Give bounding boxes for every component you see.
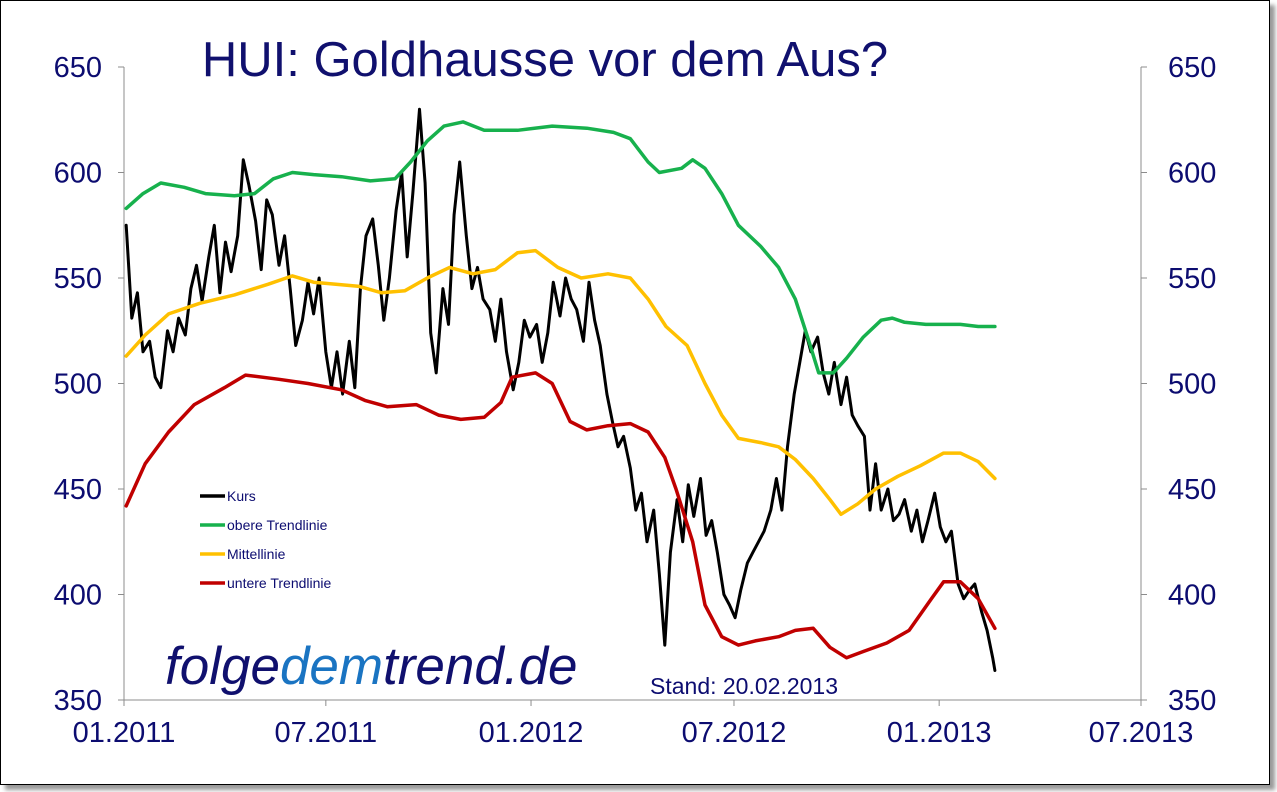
series-line-mittellinie — [124, 248, 997, 517]
brand-part-trend: trend.de — [383, 637, 577, 696]
x-tick-label: 01.2012 — [479, 717, 584, 749]
brand-part-dem: dem — [280, 637, 383, 696]
x-tick-label: 01.2011 — [73, 717, 176, 749]
y-tick-label-left: 550 — [54, 263, 102, 295]
series-line-untere-trendlinie — [124, 371, 997, 660]
y-tick-label-right: 650 — [1168, 52, 1216, 84]
legend-label: obere Trendlinie — [227, 517, 328, 533]
y-tick-label-left: 650 — [54, 52, 102, 84]
y-tick-label-right: 500 — [1168, 369, 1216, 401]
chart-legend: Kurs obere Trendlinie Mittellinie untere Tr… — [200, 488, 332, 591]
y-tick-label-left: 450 — [54, 474, 102, 506]
brand-watermark: folgedemtrend.de — [165, 637, 578, 696]
x-tick-label: 07.2011 — [274, 717, 377, 749]
y-tick-label-left: 400 — [54, 580, 102, 612]
y-tick-label-left: 500 — [54, 369, 102, 401]
series-line-obere-trendlinie — [124, 120, 997, 375]
y-tick-label-right: 600 — [1168, 158, 1216, 190]
legend-label: Kurs — [227, 488, 256, 504]
y-tick-label-right: 450 — [1168, 474, 1216, 506]
x-tick-label: 01.2013 — [887, 717, 992, 749]
y-tick-label-right: 550 — [1168, 263, 1216, 295]
chart-axes: 650 650 600 600 550 550 500 500 450 450 400 400 350 3… — [54, 52, 1217, 749]
series-line-kurs — [124, 107, 997, 672]
y-tick-label-left: 600 — [54, 158, 102, 190]
chart-title: HUI: Goldhausse vor dem Aus? — [202, 33, 888, 87]
stand-date: Stand: 20.02.2013 — [650, 673, 838, 699]
legend-label: Mittellinie — [227, 546, 286, 562]
y-tick-label-right: 350 — [1168, 685, 1216, 717]
y-tick-label-left: 350 — [54, 685, 102, 717]
y-tick-label-right: 400 — [1168, 580, 1216, 612]
legend-label: untere Trendlinie — [227, 575, 332, 591]
chart-lines — [124, 107, 997, 672]
brand-part-folge: folge — [165, 637, 280, 696]
x-tick-label: 07.2012 — [682, 717, 787, 749]
x-tick-label: 07.2013 — [1089, 717, 1194, 749]
